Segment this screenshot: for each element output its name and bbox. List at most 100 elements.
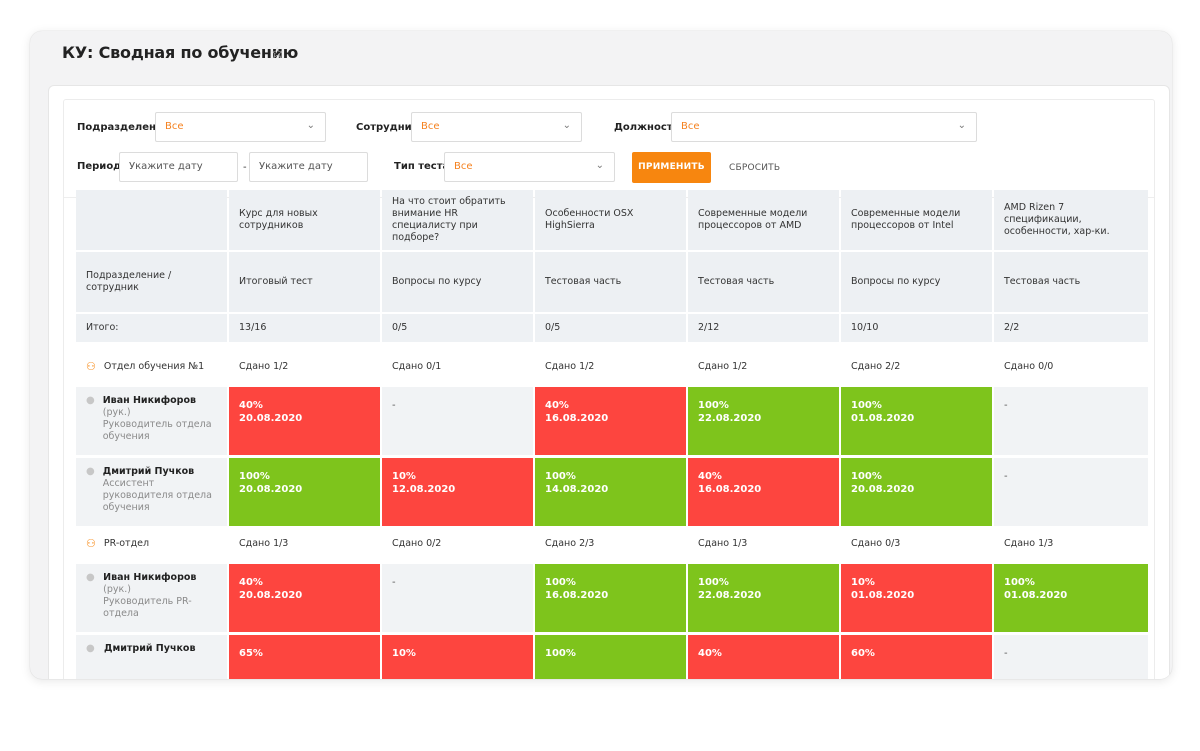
result-cell[interactable]: 100% 22.08.2020 <box>688 387 839 455</box>
result-date: 20.08.2020 <box>239 484 303 495</box>
result-cell[interactable]: 65% <box>229 635 380 679</box>
result-percent: 10% <box>392 648 416 659</box>
result-cell[interactable]: - <box>382 564 533 632</box>
employee-name-line: Дмитрий Пучков <box>103 466 217 478</box>
result-cell[interactable]: 100% 14.08.2020 <box>535 458 686 526</box>
position-select-value: Все <box>681 121 700 132</box>
result-cell[interactable]: 10% 12.08.2020 <box>382 458 533 526</box>
course-title: Курс для новых сотрудников <box>239 208 318 231</box>
date-from-input[interactable]: Укажите дату <box>119 152 238 182</box>
total-value: 0/5 <box>535 314 686 342</box>
employee-row[interactable]: ● Дмитрий Пучков <box>76 635 227 679</box>
result-cell[interactable]: 40% <box>688 635 839 679</box>
department-summary-text: Сдано 1/2 <box>698 361 748 372</box>
department-summary: Сдано 0/3 <box>841 529 992 559</box>
total-value-text: 0/5 <box>392 322 408 333</box>
result-cell[interactable]: 100% 20.08.2020 <box>841 458 992 526</box>
department-summary: Сдано 2/2 <box>841 352 992 382</box>
result-cell[interactable]: 10% 01.08.2020 <box>841 564 992 632</box>
result-date: 01.08.2020 <box>1004 590 1068 601</box>
content-panel: Подразделение Все ⌄ Сотрудник Все ⌄ Долж… <box>48 85 1170 679</box>
result-cell[interactable]: 100% <box>535 635 686 679</box>
department-summary: Сдано 1/3 <box>994 529 1148 559</box>
date-to-input[interactable]: Укажите дату <box>249 152 368 182</box>
department-summary-text: Сдано 1/3 <box>239 538 289 549</box>
result-cell[interactable]: 60% <box>841 635 992 679</box>
employee-suffix: (рук.) <box>102 407 131 418</box>
course-header: Курс для новых сотрудников <box>229 190 380 250</box>
result-cell[interactable]: 40% 16.08.2020 <box>688 458 839 526</box>
department-summary-text: Сдано 0/3 <box>851 538 901 549</box>
department-select[interactable]: Все ⌄ <box>155 112 326 142</box>
test-type-text: Вопросы по курсу <box>392 276 482 287</box>
employee-row[interactable]: ● Иван Никифоров (рук.) Руководитель PR-от… <box>76 564 227 632</box>
result-date: 14.08.2020 <box>545 484 609 495</box>
apply-button[interactable]: ПРИМЕНИТЬ <box>632 152 711 183</box>
employee-text: Иван Никифоров (рук.) Руководитель PR-отд… <box>103 572 217 620</box>
result-cell[interactable]: 100% 22.08.2020 <box>688 564 839 632</box>
result-cell[interactable]: - <box>994 635 1148 679</box>
test-type-select[interactable]: Все ⌄ <box>444 152 615 182</box>
employee-row[interactable]: ● Иван Никифоров (рук.) Руководитель отдел… <box>76 387 227 455</box>
course-title: На что стоит обратить внимание HR специа… <box>392 196 506 243</box>
result-cell[interactable]: 100% 01.08.2020 <box>994 564 1148 632</box>
result-percent: 100% <box>698 400 729 411</box>
test-type-select-value: Все <box>454 161 473 172</box>
position-select[interactable]: Все ⌄ <box>671 112 977 142</box>
department-summary-text: Сдано 0/0 <box>1004 361 1054 372</box>
employee-name-line: Иван Никифоров (рук.) <box>103 572 217 596</box>
course-title: AMD Rizen 7 спецификации, особенности, х… <box>1004 202 1110 237</box>
reset-button[interactable]: СБРОСИТЬ <box>729 163 781 173</box>
result-percent: 100% <box>545 577 576 588</box>
employee-info: ● Дмитрий Пучков Ассистент руководителя от… <box>86 466 217 514</box>
corner-label: Подразделение / сотрудник <box>76 252 227 312</box>
result-cell[interactable]: 40% 16.08.2020 <box>535 387 686 455</box>
department-select-value: Все <box>165 121 184 132</box>
course-header: Особенности OSX HighSierra <box>535 190 686 250</box>
result-cell[interactable]: - <box>994 387 1148 455</box>
result-cell[interactable]: 100% 20.08.2020 <box>229 458 380 526</box>
result-cell[interactable]: - <box>994 458 1148 526</box>
employee-name-line: Дмитрий Пучков <box>104 643 195 655</box>
department-summary-text: Сдано 0/2 <box>392 538 442 549</box>
user-icon: ● <box>86 395 95 406</box>
test-type-text: Итоговый тест <box>239 276 313 287</box>
report-window: КУ: Сводная по обучению ☆ Подразделение … <box>30 31 1172 679</box>
test-type-header: Итоговый тест <box>229 252 380 312</box>
result-cell[interactable]: 40% 20.08.2020 <box>229 564 380 632</box>
total-value: 10/10 <box>841 314 992 342</box>
employee-select[interactable]: Все ⌄ <box>411 112 582 142</box>
result-percent: 100% <box>698 577 729 588</box>
period-label: Период <box>77 161 122 172</box>
employee-name: Иван Никифоров <box>102 395 196 406</box>
department-summary: Сдано 0/0 <box>994 352 1148 382</box>
test-type-header: Тестовая часть <box>994 252 1148 312</box>
department-summary-text: Сдано 1/3 <box>698 538 748 549</box>
result-cell[interactable]: 10% <box>382 635 533 679</box>
result-cell[interactable]: 100% 01.08.2020 <box>841 387 992 455</box>
course-title: Особенности OSX HighSierra <box>545 208 634 231</box>
department-row[interactable]: ⚇ PR-отдел <box>76 529 227 559</box>
result-percent: - <box>1004 471 1008 482</box>
result-date: 20.08.2020 <box>239 413 303 424</box>
chevron-down-icon: ⌄ <box>562 120 571 131</box>
result-cell[interactable]: - <box>382 387 533 455</box>
result-percent: - <box>392 577 396 588</box>
department-row[interactable]: ⚇ Отдел обучения №1 <box>76 352 227 382</box>
employee-info: ● Иван Никифоров (рук.) Руководитель отдел… <box>86 395 217 443</box>
test-type-label: Тип теста <box>394 161 450 172</box>
employee-row[interactable]: ● Дмитрий Пучков Ассистент руководителя от… <box>76 458 227 526</box>
department-name: Отдел обучения №1 <box>103 361 205 372</box>
employee-name-line: Иван Никифоров (рук.) <box>103 395 217 419</box>
department-summary-text: Сдано 1/3 <box>1004 538 1054 549</box>
employee-text: Дмитрий Пучков <box>104 643 195 655</box>
result-percent: - <box>1004 400 1008 411</box>
test-type-header: Вопросы по курсу <box>382 252 533 312</box>
user-icon: ● <box>86 643 95 654</box>
user-icon: ● <box>86 466 95 477</box>
star-outline-icon[interactable]: ☆ <box>270 43 285 62</box>
total-value-text: 2/2 <box>1004 322 1020 333</box>
result-cell[interactable]: 40% 20.08.2020 <box>229 387 380 455</box>
result-cell[interactable]: 100% 16.08.2020 <box>535 564 686 632</box>
result-percent: 100% <box>851 400 882 411</box>
